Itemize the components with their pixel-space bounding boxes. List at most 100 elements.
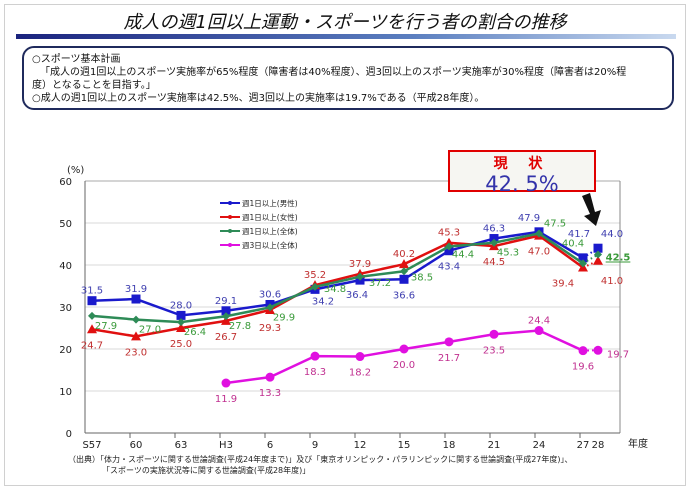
legend-marker <box>228 215 232 219</box>
data-point-circle <box>310 351 320 361</box>
data-point-diamond <box>579 259 587 268</box>
data-label: 40.2 <box>393 249 415 260</box>
data-point-diamond <box>400 267 408 276</box>
data-label: 45.3 <box>438 228 460 239</box>
data-label: 31.9 <box>125 284 147 295</box>
data-label: 23.5 <box>483 345 505 356</box>
data-point-diamond <box>177 318 185 327</box>
data-point-triangle <box>87 324 97 334</box>
data-label: 19.6 <box>572 362 594 373</box>
y-axis-label: (%) <box>67 165 84 176</box>
data-point-diamond <box>535 229 543 238</box>
data-label: 26.7 <box>215 332 237 343</box>
data-point-circle <box>399 344 409 354</box>
y-tick-label: 20 <box>59 345 72 356</box>
data-label: 36.4 <box>346 290 368 301</box>
y-tick-label: 50 <box>59 219 72 230</box>
data-label: 44.4 <box>452 250 474 261</box>
data-point-triangle <box>444 237 454 247</box>
data-label: 21.7 <box>438 353 460 364</box>
data-label: 27.8 <box>229 321 251 332</box>
data-point-diamond <box>490 238 498 247</box>
data-label: 47.0 <box>528 247 550 258</box>
data-label: 47.5 <box>544 219 566 230</box>
data-point-square <box>87 296 97 306</box>
data-point-square <box>131 294 141 304</box>
page-title: 成人の週1回以上運動・スポーツを行う者の割合の推移 <box>123 12 567 33</box>
data-label: 43.4 <box>438 262 460 273</box>
data-label: 40.4 <box>562 238 584 249</box>
data-label: 24.7 <box>81 340 103 351</box>
data-label: 27.0 <box>139 325 161 336</box>
arrow-icon <box>582 193 601 226</box>
data-point-circle <box>578 346 588 356</box>
x-tick-label: 9 <box>312 440 318 451</box>
data-label: 39.4 <box>552 279 574 290</box>
legend-label: 週1日以上(男性) <box>242 198 298 208</box>
data-label: 36.6 <box>393 290 415 301</box>
data-point-circle <box>221 378 231 388</box>
data-point-square <box>176 310 186 320</box>
source-line: 「スポーツの実施状況等に関する世論調査(平成28年度)」 <box>102 466 311 475</box>
data-point-diamond <box>445 242 453 251</box>
legend-label: 週1日以上(女性) <box>242 212 298 222</box>
data-label: 13.3 <box>259 388 281 399</box>
legend-marker <box>228 201 232 205</box>
data-point-square <box>593 243 603 253</box>
x-tick-label: 60 <box>130 440 143 451</box>
data-label: 46.3 <box>483 224 505 235</box>
x-tick-label: 6 <box>267 440 273 451</box>
data-point-square <box>221 306 231 316</box>
data-label: 44.0 <box>601 229 623 240</box>
data-point-triangle <box>399 259 409 269</box>
legend-marker <box>228 243 232 247</box>
source-note: （出典）「体力・スポーツに関する世論調査(平成24年度まで)」及び「東京オリンピ… <box>68 454 573 476</box>
data-point-circle <box>265 372 275 382</box>
data-point-circle <box>534 326 544 336</box>
current-status-callout: 現 状 42. 5% <box>448 150 596 196</box>
data-label: 35.2 <box>304 270 326 281</box>
data-label: 11.9 <box>215 394 237 405</box>
data-point-square <box>444 246 454 256</box>
data-point-square <box>399 274 409 284</box>
data-label: 37.9 <box>349 259 371 270</box>
x-tick-label: 63 <box>175 440 188 451</box>
data-point-diamond <box>594 250 602 259</box>
data-point-circle <box>444 337 454 347</box>
x-tick-label: 28 <box>592 440 605 451</box>
info-line: ○成人の週1回以上のスポーツ実施率は42.5%、週3回以上の実施率は19.7%で… <box>32 93 485 104</box>
info-box: ○スポーツ基本計画 「成人の週1回以上のスポーツ実施率が65%程度（障害者は40… <box>22 46 674 110</box>
title-underline <box>16 34 676 39</box>
data-point-triangle <box>176 323 186 332</box>
legend-marker <box>228 229 232 233</box>
data-label: 26.4 <box>184 327 206 338</box>
x-tick-label: 27 <box>577 440 590 451</box>
data-label: 18.2 <box>349 368 371 379</box>
info-line: 度）となることを目指す。」 <box>32 80 156 91</box>
x-tick-label: 21 <box>488 440 501 451</box>
data-point-circle <box>593 345 603 355</box>
data-label: 34.2 <box>312 296 334 307</box>
data-point-triangle <box>593 255 603 265</box>
series-line <box>91 230 584 317</box>
x-tick-label: 15 <box>398 440 411 451</box>
data-point-diamond <box>356 272 364 281</box>
data-label: 31.5 <box>81 286 103 297</box>
data-label: 23.0 <box>125 347 147 358</box>
data-point-circle <box>355 352 365 362</box>
data-label: 45.3 <box>497 248 519 259</box>
series-line <box>91 234 584 338</box>
data-point-diamond <box>266 303 274 312</box>
data-label: 29.9 <box>273 312 295 323</box>
data-label: 28.0 <box>170 300 192 311</box>
x-tick-label: 12 <box>354 440 367 451</box>
data-label: 41.7 <box>568 229 590 240</box>
data-point-triangle <box>221 315 231 325</box>
callout-value: 42. 5% <box>485 172 559 196</box>
data-point-square <box>578 253 588 263</box>
data-label: 27.9 <box>95 321 117 332</box>
y-tick-label: 10 <box>59 387 72 398</box>
x-tick-label: 24 <box>533 440 546 451</box>
data-label: 29.3 <box>259 323 281 334</box>
